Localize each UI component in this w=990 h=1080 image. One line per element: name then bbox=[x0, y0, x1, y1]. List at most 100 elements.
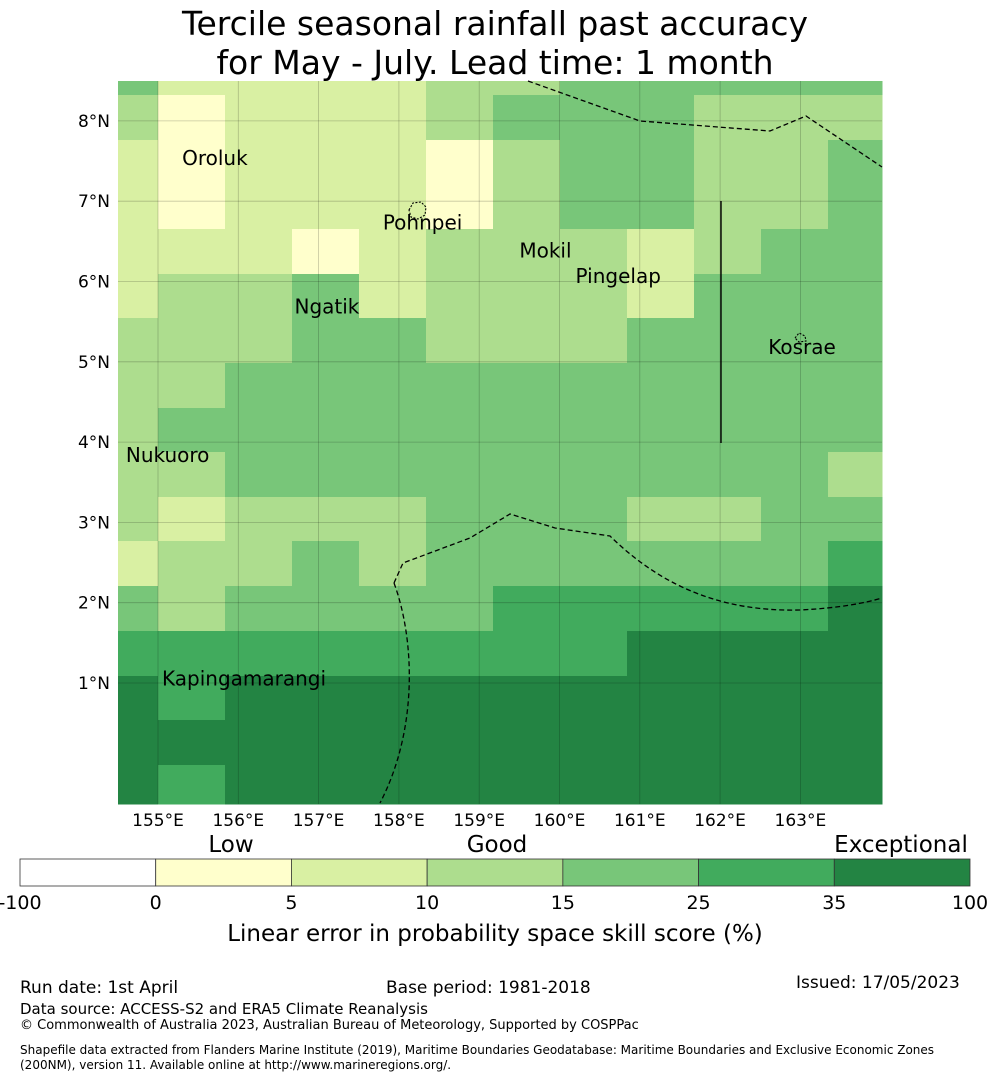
grid-cell bbox=[359, 81, 427, 96]
grid-cell bbox=[292, 586, 360, 632]
grid-cell bbox=[359, 586, 427, 632]
grid-cell bbox=[426, 184, 494, 230]
grid-cell bbox=[828, 676, 883, 721]
grid-cell bbox=[118, 408, 159, 453]
grid-cell bbox=[493, 676, 561, 721]
title-line-1: Tercile seasonal rainfall past accuracy bbox=[181, 4, 809, 43]
grid-cell bbox=[225, 274, 293, 319]
colorbar-tick-label: -100 bbox=[0, 892, 42, 914]
grid-cell bbox=[560, 140, 628, 185]
lat-tick-label: 3°N bbox=[78, 513, 110, 533]
grid-cell bbox=[292, 631, 360, 677]
grid-cell bbox=[426, 229, 494, 275]
grid-cell bbox=[292, 676, 360, 721]
grid-cell bbox=[694, 452, 762, 498]
grid-cell bbox=[560, 81, 628, 96]
grid-cell bbox=[828, 229, 883, 275]
grid-cell bbox=[493, 274, 561, 319]
grid-cell bbox=[828, 184, 883, 230]
lat-tick-label: 7°N bbox=[78, 192, 110, 212]
grid-cell bbox=[560, 452, 628, 498]
grid-cell bbox=[426, 497, 494, 542]
lon-tick-label: 161°E bbox=[614, 811, 666, 831]
grid-cell bbox=[761, 676, 829, 721]
grid-cell bbox=[426, 541, 494, 587]
grid-cell bbox=[694, 765, 762, 805]
issued-date: Issued: 17/05/2023 bbox=[796, 973, 960, 993]
grid-cell bbox=[225, 140, 293, 185]
grid-cell bbox=[118, 95, 159, 141]
grid-cell bbox=[292, 720, 360, 766]
grid-cell bbox=[359, 318, 427, 364]
grid-cell bbox=[225, 184, 293, 230]
grid-cell bbox=[225, 408, 293, 453]
grid-cell bbox=[359, 95, 427, 141]
grid-cell bbox=[292, 229, 360, 275]
grid-cell bbox=[560, 676, 628, 721]
grid-cell bbox=[158, 318, 226, 364]
grid-cell bbox=[118, 140, 159, 185]
grid-cell bbox=[118, 363, 159, 409]
lat-tick-label: 6°N bbox=[78, 273, 110, 293]
grid-cell bbox=[225, 229, 293, 275]
colorbar-category-label: Exceptional bbox=[834, 832, 968, 858]
grid-cell bbox=[694, 586, 762, 632]
grid-cell bbox=[292, 363, 360, 409]
grid-cell bbox=[225, 95, 293, 141]
grid-cell bbox=[560, 497, 628, 542]
grid-cell bbox=[761, 452, 829, 498]
lon-tick-label: 156°E bbox=[212, 811, 264, 831]
grid-cell bbox=[761, 631, 829, 677]
grid-cell bbox=[426, 586, 494, 632]
grid-cell bbox=[627, 765, 695, 805]
grid-cell bbox=[493, 229, 561, 275]
grid-cell bbox=[158, 720, 226, 766]
grid-cell bbox=[292, 541, 360, 587]
lat-tick-label: 2°N bbox=[78, 594, 110, 614]
grid-cell bbox=[292, 318, 360, 364]
colorbar-tick-label: 100 bbox=[952, 892, 988, 914]
colorbar-segment bbox=[562, 858, 699, 887]
grid-cell bbox=[292, 95, 360, 141]
island-outlines bbox=[408, 201, 807, 343]
grid-cell bbox=[828, 720, 883, 766]
grid-cell bbox=[158, 452, 226, 498]
grid-cell bbox=[828, 363, 883, 409]
grid-cell bbox=[493, 765, 561, 805]
run-date: Run date: 1st April bbox=[20, 978, 179, 998]
colorbar-segment bbox=[833, 858, 971, 887]
grid-cell bbox=[158, 140, 226, 185]
grid-cell bbox=[627, 586, 695, 632]
colorbar-tick-label: 35 bbox=[822, 892, 846, 914]
grid-cell bbox=[828, 140, 883, 185]
chart-title: Tercile seasonal rainfall past accuracy … bbox=[0, 4, 990, 82]
grid-cell bbox=[560, 586, 628, 632]
grid-cell bbox=[118, 318, 159, 364]
grid-cell bbox=[627, 720, 695, 766]
grid-cell bbox=[828, 408, 883, 453]
grid-cell bbox=[292, 184, 360, 230]
grid-cell bbox=[118, 229, 159, 275]
grid-cell bbox=[627, 541, 695, 587]
place-label: Oroluk bbox=[182, 146, 248, 170]
grid-cell bbox=[426, 676, 494, 721]
grid-cell bbox=[694, 676, 762, 721]
grid-cell bbox=[158, 586, 226, 632]
grid-cell bbox=[158, 676, 226, 721]
grid-cell bbox=[359, 274, 427, 319]
grid-cell bbox=[426, 140, 494, 185]
grid-cell bbox=[426, 95, 494, 141]
eez-boundary-south-east bbox=[393, 513, 883, 611]
grid-cell bbox=[761, 586, 829, 632]
grid-cell bbox=[225, 676, 293, 721]
grid-cell bbox=[761, 274, 829, 319]
grid-cell bbox=[694, 318, 762, 364]
colorbar-segment bbox=[19, 858, 157, 887]
grid-cell bbox=[560, 408, 628, 453]
grid-cell bbox=[225, 81, 293, 96]
colorbar-category-label: Good bbox=[467, 832, 528, 858]
grid-cell bbox=[828, 497, 883, 542]
place-label: Pohnpei bbox=[383, 210, 463, 234]
colorbar-segment bbox=[426, 858, 564, 887]
